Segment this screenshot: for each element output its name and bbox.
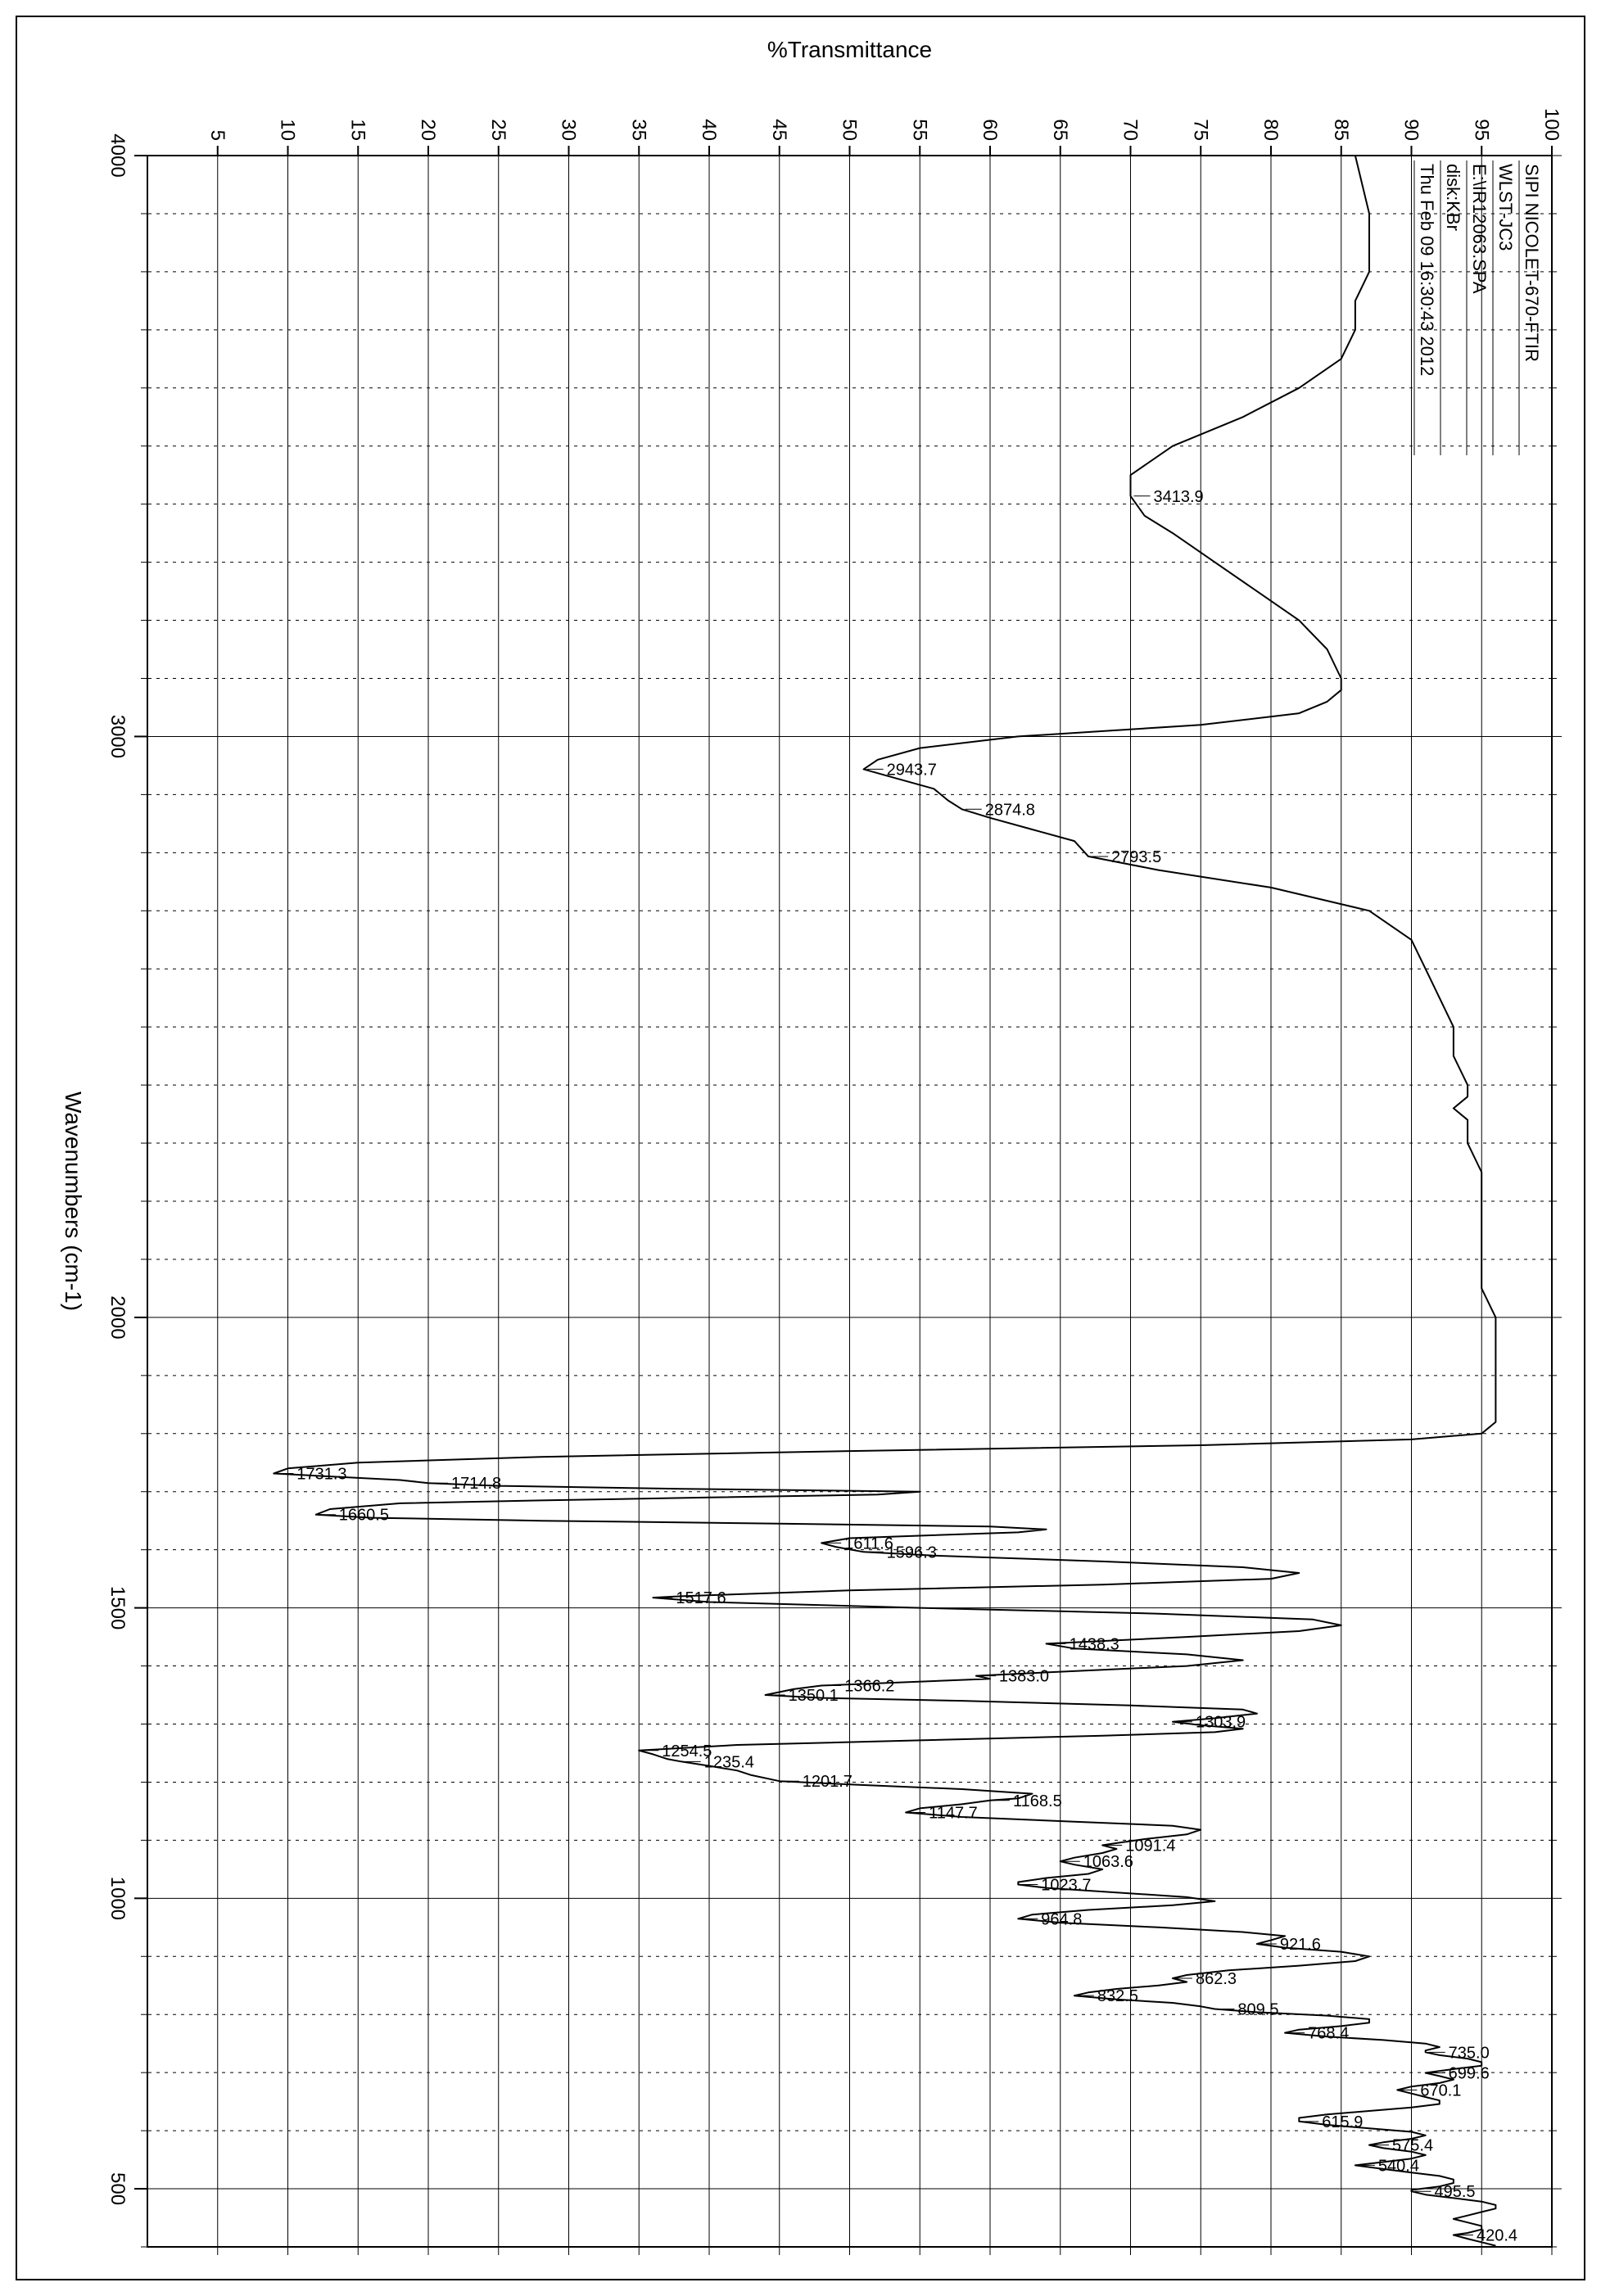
- peak-label: 420.4: [1477, 2227, 1517, 2245]
- y-tick-label: 15: [346, 119, 369, 141]
- peak-label: 1235.4: [704, 1753, 754, 1771]
- peak-label: 1303.9: [1196, 1714, 1246, 1732]
- spectrum-chart: 100 95 90 85 80 75 70 65 60 55 50 45 40 35 30 25 20 15 10 5…: [0, 0, 1601, 2296]
- peak-label: 735.0: [1449, 2044, 1490, 2062]
- y-tick-label: 85: [1330, 119, 1352, 141]
- peak-label: 1714.8: [451, 1475, 501, 1493]
- y-axis-label: %Transmittance: [767, 37, 932, 62]
- y-tick-label: 50: [839, 119, 861, 141]
- y-tick-label: 80: [1260, 119, 1282, 141]
- metadata-line: E:\IR12063.SPA: [1469, 164, 1490, 294]
- peak-label: 1438.3: [1070, 1635, 1119, 1653]
- x-tick-label: 2000: [106, 1295, 129, 1339]
- page-border: [16, 16, 1585, 2280]
- y-tick-label: 70: [1119, 119, 1142, 141]
- peak-label: 1731.3: [296, 1466, 346, 1484]
- y-tick-label: 25: [487, 119, 509, 141]
- y-tick-label: 20: [417, 119, 439, 141]
- x-tick-label: 3000: [106, 715, 129, 758]
- peak-label: 768.4: [1308, 2025, 1349, 2043]
- peak-label: 921.6: [1280, 1936, 1321, 1954]
- ftir-spectrum-page: 100 95 90 85 80 75 70 65 60 55 50 45 40 35 30 25 20 15 10 5…: [0, 0, 1601, 2296]
- peak-label: 575.4: [1392, 2137, 1433, 2155]
- y-tick-label: 60: [979, 119, 1001, 141]
- x-tick-label: 1000: [106, 1877, 129, 1920]
- peak-label: 832.5: [1097, 1987, 1138, 2005]
- peak-label: 1596.3: [887, 1543, 937, 1562]
- peak-label: 809.5: [1237, 2000, 1278, 2018]
- metadata-line: SIPI NICOLET-670-FTIR: [1522, 164, 1542, 362]
- peak-label: 1350.1: [789, 1687, 839, 1705]
- y-tick-label: 95: [1470, 119, 1492, 141]
- y-tick-label: 100: [1540, 108, 1563, 141]
- x-axis-label: Wavenumbers (cm-1): [61, 1092, 86, 1311]
- y-tick-label: 90: [1400, 119, 1422, 141]
- y-tick-label: 45: [768, 119, 790, 141]
- peak-label: 699.6: [1449, 2064, 1490, 2082]
- peak-label: 2793.5: [1111, 848, 1161, 866]
- x-tick-label: 4000: [106, 133, 129, 177]
- metadata-line: disk:KBr: [1443, 164, 1463, 231]
- peak-label: 1147.7: [929, 1805, 978, 1823]
- peak-label: 495.5: [1435, 2183, 1476, 2201]
- y-tick-label: 65: [1049, 119, 1071, 141]
- peak-label: 615.9: [1322, 2113, 1363, 2131]
- peak-label: 1023.7: [1041, 1877, 1091, 1895]
- x-tick-label: 500: [106, 2172, 129, 2205]
- y-tick-label: 5: [206, 130, 228, 141]
- peak-label: 2874.8: [985, 801, 1035, 819]
- y-tick-label: 35: [627, 119, 649, 141]
- metadata-line: WLST-JC3: [1495, 164, 1516, 251]
- peak-label: 1660.5: [339, 1507, 389, 1525]
- x-tick-label: 1500: [106, 1586, 129, 1629]
- peak-label: 2943.7: [887, 761, 937, 779]
- peak-label: 1383.0: [999, 1668, 1049, 1686]
- peak-label: 1201.7: [803, 1773, 853, 1791]
- metadata-line: Thu Feb 09 16:30:43 2012: [1417, 164, 1437, 376]
- peak-label: 964.8: [1041, 1910, 1082, 1928]
- peak-label: 1517.6: [676, 1589, 726, 1607]
- y-tick-label: 30: [558, 119, 580, 141]
- peak-label: 670.1: [1420, 2081, 1461, 2099]
- y-tick-label: 75: [1189, 119, 1211, 141]
- peak-label: 540.4: [1378, 2157, 1419, 2175]
- y-tick-label: 40: [698, 119, 720, 141]
- spectrum-line: [274, 156, 1495, 2246]
- peak-label: 1063.6: [1083, 1853, 1133, 1871]
- peak-label: 1366.2: [844, 1678, 894, 1696]
- y-tick-label: 10: [277, 119, 299, 141]
- peak-label: 1091.4: [1125, 1837, 1175, 1855]
- y-tick-label: 55: [908, 119, 930, 141]
- peak-label: 862.3: [1196, 1970, 1237, 1988]
- peak-label: 1168.5: [1013, 1792, 1062, 1810]
- peak-label: 3413.9: [1154, 488, 1204, 506]
